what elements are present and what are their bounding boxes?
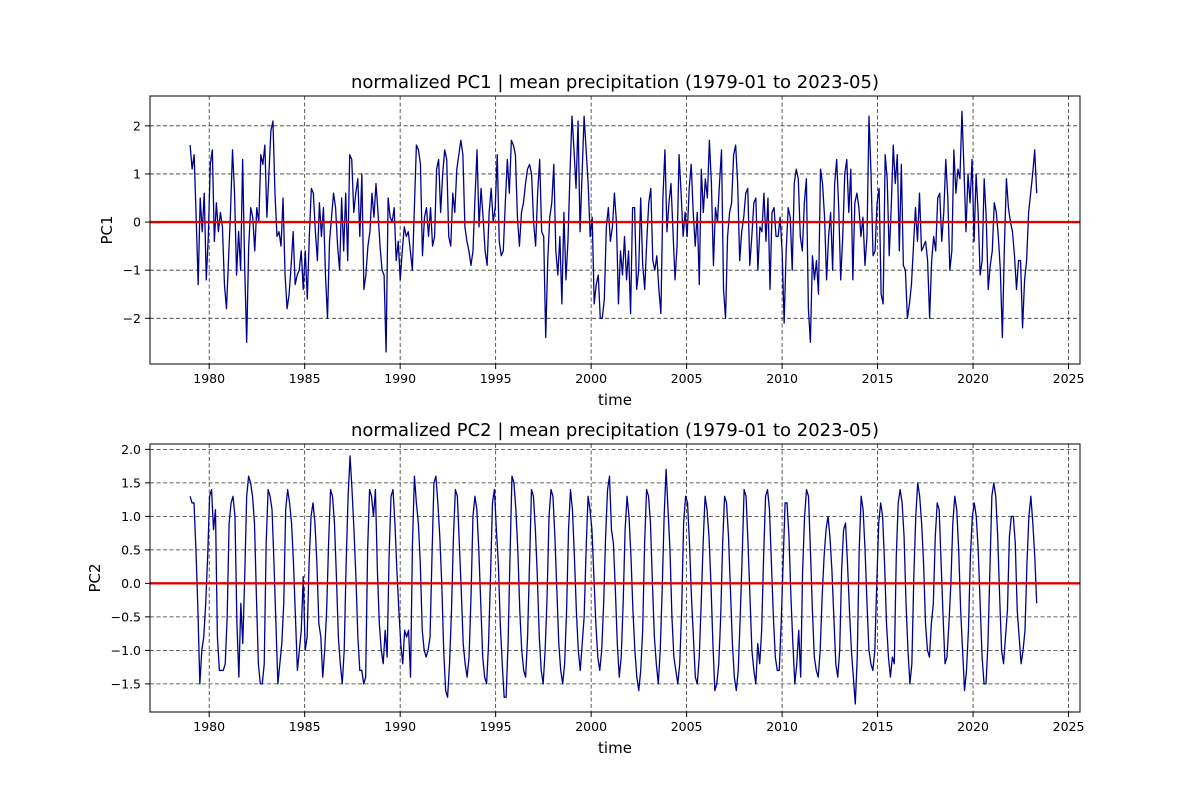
x-tick-label: 1985 (289, 371, 321, 386)
x-axis-label: time (598, 391, 632, 409)
y-tick-label: −1.0 (111, 643, 141, 658)
y-tick-label: 0 (133, 215, 141, 230)
chart-panel-1: 1980 1985 1990 1995 2000 2005 2010 2015 2020 2025… (98, 72, 1084, 409)
x-tick-label: 2025 (1053, 719, 1085, 734)
y-tick-label: 1.5 (121, 475, 141, 490)
y-tick-label: −1.5 (111, 676, 141, 691)
series-line-2 (189, 455, 1038, 705)
y-tick-label: 1 (133, 166, 141, 181)
y-axis-label: PC2 (86, 563, 104, 592)
x-tick-label: 2005 (671, 371, 703, 386)
y-axis-label: PC1 (98, 215, 116, 244)
y-tick-label: 0.5 (121, 542, 141, 557)
x-tick-label: 1990 (384, 719, 416, 734)
y-tick-label: −2 (123, 311, 141, 326)
x-tick-label: 2015 (862, 371, 894, 386)
x-tick-label: 1985 (289, 719, 321, 734)
x-tick-label: 2020 (957, 719, 989, 734)
x-tick-label: 2025 (1053, 371, 1085, 386)
chart-title: normalized PC2 | mean precipitation (197… (351, 420, 879, 441)
plot-frame (149, 95, 1081, 365)
y-tick-label: 0.0 (121, 576, 141, 591)
x-tick-label: 2010 (766, 371, 798, 386)
y-tick-label: 2.0 (121, 442, 141, 457)
x-tick-label: 2020 (957, 371, 989, 386)
chart-panel-2: 1980 1985 1990 1995 2000 2005 2010 2015 2020 2025… (86, 420, 1084, 757)
x-tick-label: 2000 (575, 371, 607, 386)
x-tick-label: 2010 (766, 719, 798, 734)
y-tick-label: 1.0 (121, 509, 141, 524)
x-tick-label: 1980 (193, 371, 225, 386)
x-tick-label: 1995 (480, 719, 512, 734)
x-tick-label: 1980 (193, 719, 225, 734)
chart-title: normalized PC1 | mean precipitation (197… (351, 72, 879, 93)
x-tick-label: 2015 (862, 719, 894, 734)
y-tick-label: −1 (123, 263, 141, 278)
y-tick-label: 2 (133, 118, 141, 133)
y-tick-label: −0.5 (111, 609, 141, 624)
x-axis-label: time (598, 739, 632, 757)
x-tick-label: 2000 (575, 719, 607, 734)
plot-frame (149, 443, 1081, 713)
x-tick-label: 1995 (480, 371, 512, 386)
x-tick-label: 2005 (671, 719, 703, 734)
x-tick-label: 1990 (384, 371, 416, 386)
